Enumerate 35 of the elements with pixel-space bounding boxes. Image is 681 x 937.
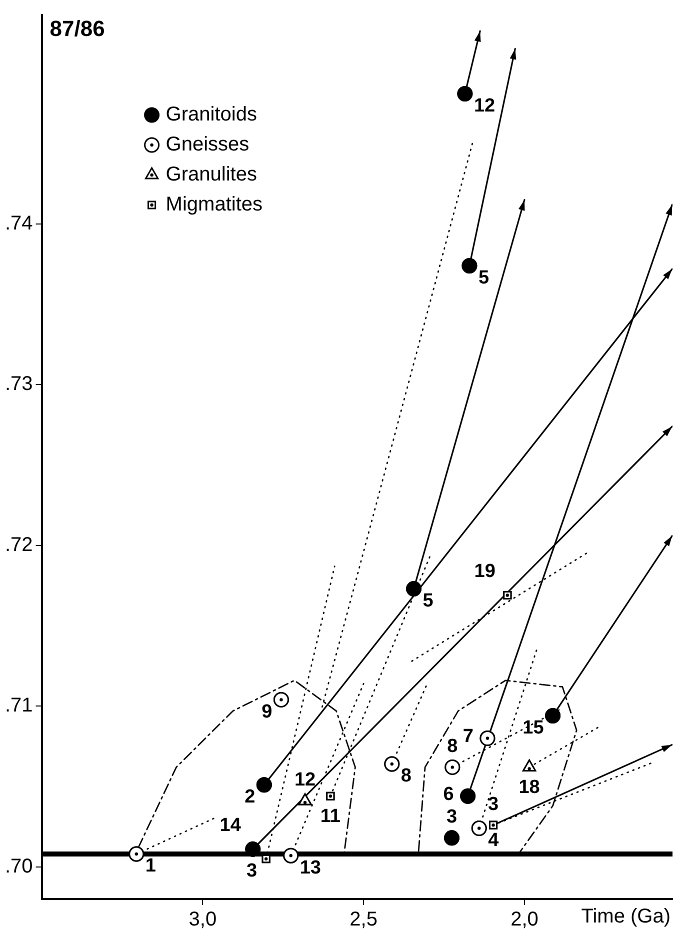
x-tick-label: 2,0 <box>510 908 538 931</box>
x-axis-title: Time (Ga) <box>581 906 670 928</box>
annotation: 11 <box>320 806 341 827</box>
annotation: 3 <box>246 860 258 882</box>
legend-label: Gneisses <box>166 134 250 156</box>
annotation: 15 <box>522 718 544 739</box>
annotation: 19 <box>474 560 496 582</box>
y-tick-label: .71 <box>4 694 33 717</box>
legend-label: Granitoids <box>166 104 257 126</box>
annotation: 2 <box>244 786 256 808</box>
annotation: 12 <box>294 770 316 791</box>
annotation: 9 <box>262 701 272 722</box>
annotation: 5 <box>478 267 490 288</box>
y-tick-label: .72 <box>4 534 33 556</box>
annotation: 3 <box>446 806 458 828</box>
y-tick-label: .70 <box>4 855 33 878</box>
annotation: 8 <box>400 766 412 787</box>
annotation: 18 <box>518 776 540 798</box>
annotation: 4 <box>488 830 500 852</box>
x-tick-label: 3,0 <box>188 908 217 931</box>
annotation: 8 <box>447 736 458 757</box>
y-tick-label: .74 <box>4 212 33 234</box>
annotation: 12 <box>474 95 496 116</box>
annotation: 14 <box>220 814 242 836</box>
annotation: 6 <box>443 784 454 805</box>
x-tick-label: 2,5 <box>350 908 378 931</box>
legend-label: Migmatites <box>166 194 263 216</box>
annotation: 7 <box>462 726 474 748</box>
legend-label: Granulites <box>166 164 257 186</box>
annotation: 13 <box>300 857 322 878</box>
annotation: 5 <box>422 590 434 612</box>
annotation: 1 <box>145 856 156 877</box>
annotation: 3 <box>488 794 499 815</box>
y-tick-label: .73 <box>4 373 33 396</box>
y-axis-title: 87/86 <box>50 16 105 42</box>
